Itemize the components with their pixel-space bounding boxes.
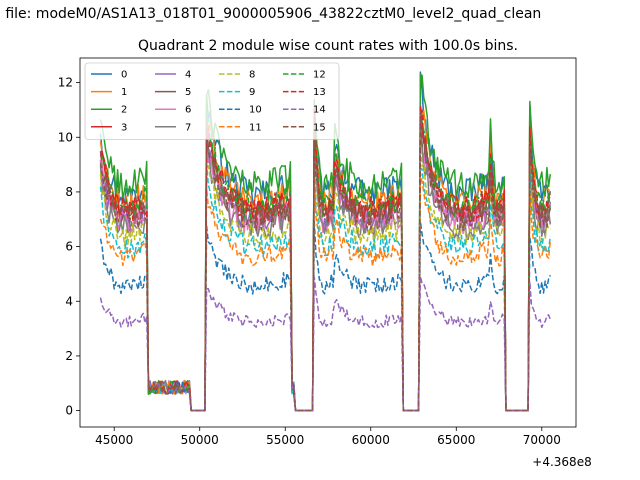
x-tick-label: 45000: [95, 433, 133, 447]
x-tick-label: 65000: [437, 433, 475, 447]
legend-label-12: 12: [313, 70, 326, 81]
legend-label-6: 6: [185, 105, 191, 116]
y-tick-label: 4: [65, 294, 73, 308]
chart-title: Quadrant 2 module wise count rates with …: [138, 38, 518, 54]
x-offset-text: +4.368e8: [532, 455, 591, 469]
x-tick-label: 60000: [352, 433, 390, 447]
legend-label-15: 15: [313, 122, 326, 133]
x-axis: 45000 50000 55000 60000 65000 70000: [95, 427, 561, 447]
series-line-11: [99, 172, 552, 412]
legend-label-0: 0: [121, 70, 127, 81]
legend-label-3: 3: [121, 122, 127, 133]
figure-suptitle: n file: modeM0/AS1A13_018T01_9000005906_…: [0, 6, 542, 22]
legend-label-4: 4: [185, 70, 191, 81]
legend-label-7: 7: [185, 122, 191, 133]
x-tick-label: 70000: [523, 433, 561, 447]
series-line-12: [99, 103, 552, 412]
y-axis: 0 2 4 6 8 10 12: [58, 76, 80, 418]
legend-label-1: 1: [121, 87, 127, 98]
series-line-6: [99, 127, 552, 412]
y-tick-label: 2: [65, 349, 73, 363]
series-line-3: [100, 105, 551, 412]
series-line-1: [99, 104, 552, 412]
series-layer: [99, 71, 552, 412]
x-tick-label: 55000: [266, 433, 304, 447]
y-tick-label: 0: [65, 404, 73, 418]
legend-label-14: 14: [313, 105, 326, 116]
legend-label-2: 2: [121, 105, 127, 116]
y-tick-label: 8: [65, 185, 73, 199]
x-tick-label: 50000: [181, 433, 219, 447]
legend-label-8: 8: [249, 70, 255, 81]
series-line-7: [99, 128, 552, 412]
y-tick-label: 10: [58, 130, 73, 144]
series-line-5: [99, 122, 552, 412]
series-line-15: [99, 110, 552, 412]
legend-label-5: 5: [185, 87, 191, 98]
legend-label-11: 11: [249, 122, 262, 133]
legend-label-10: 10: [249, 105, 262, 116]
y-tick-label: 12: [58, 76, 73, 90]
legend-box: [84, 62, 340, 140]
legend-label-13: 13: [313, 87, 326, 98]
series-line-10: [99, 220, 551, 412]
series-line-14: [99, 275, 552, 412]
plot-frame: [79, 57, 577, 428]
y-tick-label: 6: [65, 240, 73, 254]
series-line-4: [99, 111, 552, 412]
legend-label-9: 9: [249, 87, 255, 98]
series-line-13: [99, 107, 551, 412]
